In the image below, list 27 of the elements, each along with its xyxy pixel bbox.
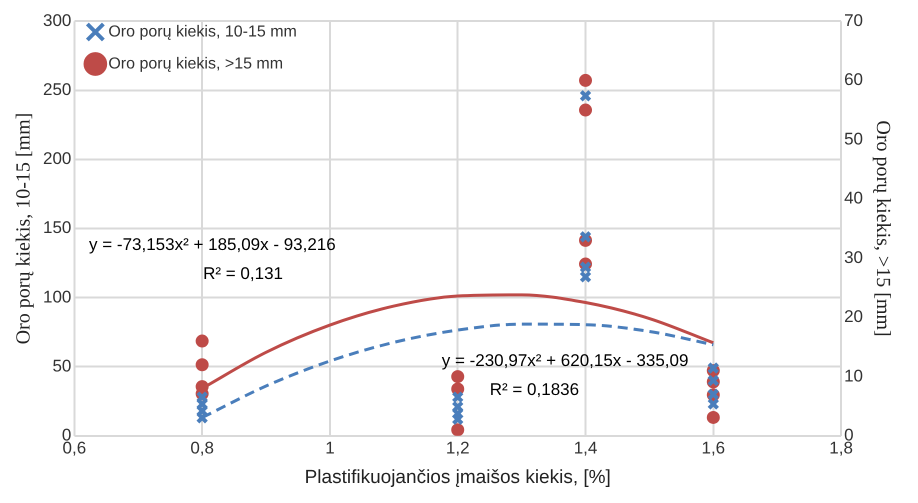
y2-tick-label: 50	[844, 129, 864, 148]
y-tick-label: 150	[42, 218, 72, 238]
y2-tick-label: 20	[844, 307, 864, 326]
annotation: R² = 0,131	[203, 264, 283, 283]
legend-label: Oro porų kiekis, >15 mm	[108, 55, 284, 72]
annotation: y = -230,97x² + 620,15x - 335,09	[442, 350, 688, 370]
y2-tick-label: 10	[844, 366, 864, 386]
x-tick-label: 1,2	[446, 438, 470, 458]
y2-tick-label: 30	[844, 248, 864, 267]
annotation: R² = 0,1836	[490, 380, 580, 399]
x-tick-label: 0,8	[190, 438, 214, 458]
x-tick-label: 1	[325, 438, 335, 458]
y-tick-label: 50	[52, 356, 72, 376]
y-axis-title: Oro porų kiekis, 10-15 [mm]	[12, 112, 34, 344]
y-tick-label: 300	[42, 10, 72, 30]
y2-tick-label: 40	[844, 188, 864, 208]
y-tick-label: 100	[42, 287, 72, 306]
legend-label: Oro porų kiekis, 10-15 mm	[108, 23, 297, 40]
y-tick-label: 250	[42, 80, 72, 99]
y2-tick-label: 70	[844, 10, 864, 30]
y-tick-label: 200	[42, 149, 72, 168]
y2-axis-title: Oro porų kiekis, >15 [mm]	[872, 120, 894, 337]
annotation: y = -73,153x² + 185,09x - 93,216	[89, 234, 336, 254]
x-axis-title: Plastifikuojančios įmaišos kiekis, [%]	[304, 466, 611, 488]
x-tick-label: 1,6	[701, 438, 726, 458]
x-tick-label: 1,4	[574, 438, 598, 458]
y2-tick-label: 60	[844, 70, 864, 90]
